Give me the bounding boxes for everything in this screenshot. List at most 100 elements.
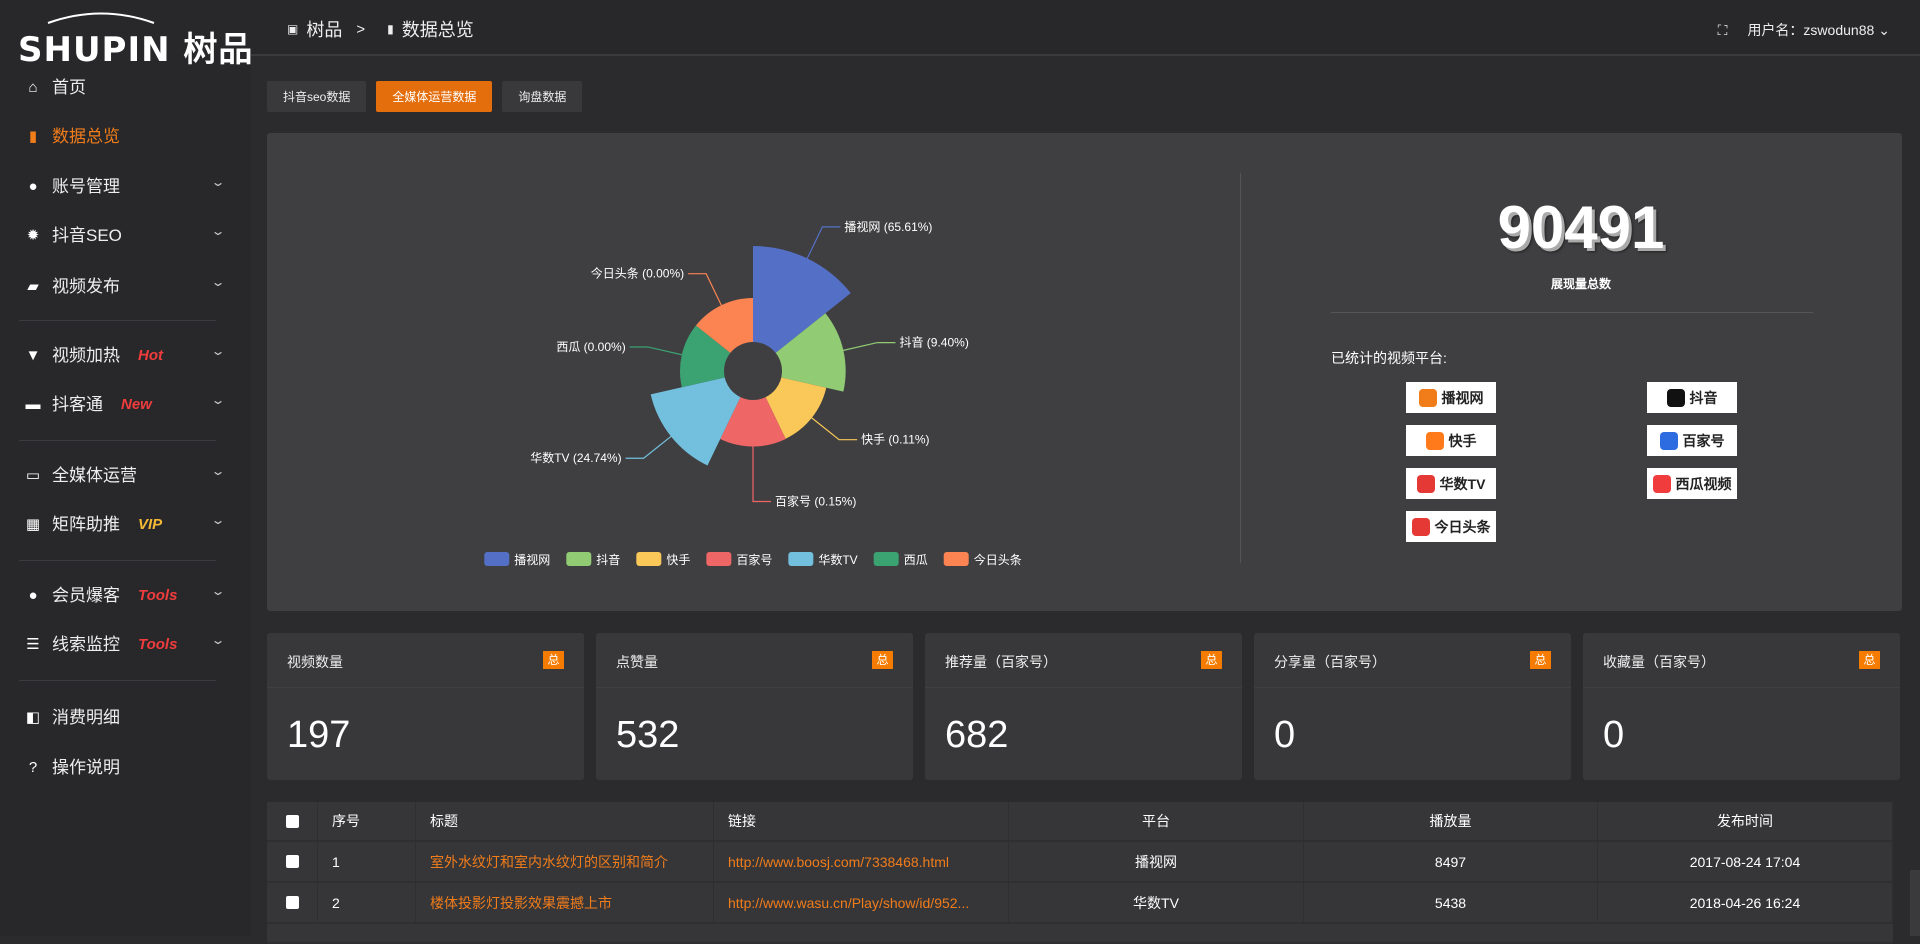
platform-name: 华数TV <box>1439 475 1486 492</box>
stat-title: 收藏量（百家号） <box>1603 654 1715 670</box>
chevron-down-icon: ⌄ <box>210 633 226 647</box>
stat-title: 推荐量（百家号） <box>945 654 1057 670</box>
legend-label[interactable]: 快手 <box>666 553 690 567</box>
legend-swatch[interactable] <box>636 552 662 566</box>
sidebar-item-9[interactable]: ● 会员爆客 Tools ⌄ <box>0 576 251 616</box>
sidebar-item-6[interactable]: ▬ 抖客通 New ⌄ <box>0 385 251 425</box>
sidebar-item-7[interactable]: ▭ 全媒体运营 ⌄ <box>0 456 251 496</box>
legend-swatch[interactable] <box>566 552 592 566</box>
stat-card: 收藏量（百家号） 总 0 <box>1583 633 1900 780</box>
platform-logo: 今日头条 <box>1406 511 1496 542</box>
sidebar-item-4[interactable]: ▰ 视频发布 ⌄ <box>0 267 251 307</box>
legend-swatch[interactable] <box>706 552 732 566</box>
legend-label[interactable]: 华数TV <box>818 552 857 567</box>
grid-icon: ▦ <box>25 516 41 533</box>
pie-slice-6[interactable] <box>695 298 753 353</box>
scrollbar[interactable] <box>1910 870 1920 936</box>
sidebar-item-label: 矩阵助推 <box>52 515 120 534</box>
total-badge: 总 <box>543 651 564 669</box>
fullscreen-icon[interactable]: ⛶ <box>1717 21 1728 38</box>
sidebar-item-5[interactable]: ▼ 视频加热 Hot ⌄ <box>0 336 251 376</box>
total-impressions: 90491 <box>1497 194 1665 261</box>
col-index: 序号 <box>318 802 416 840</box>
pie-slice-3[interactable] <box>720 397 786 447</box>
sidebar-item-2[interactable]: ● 账号管理 ⌄ <box>0 167 251 207</box>
rose-pie-chart: 播视网 (65.61%) 抖音 (9.40%) 快手 (0.11%) 百家号 (0.1… <box>484 219 1022 567</box>
legend-swatch[interactable] <box>943 552 969 566</box>
sidebar-tag: Hot <box>138 347 163 364</box>
sidebar-item-label: 视频发布 <box>52 277 120 296</box>
sidebar-item-label: 线索监控 <box>52 635 120 654</box>
sidebar-item-label: 视频加热 <box>52 346 120 365</box>
monitor-stand-icon: ▼ <box>25 347 41 364</box>
platform-logo: 百家号 <box>1647 425 1737 456</box>
platform-logo-icon <box>1416 474 1435 493</box>
platform-logo-icon <box>1652 474 1671 493</box>
pie-slice-0[interactable] <box>753 246 851 353</box>
legend-label[interactable]: 百家号 <box>736 552 772 567</box>
tab-inquiry[interactable]: 询盘数据 <box>502 81 583 112</box>
legend-label[interactable]: 播视网 <box>514 552 550 567</box>
breadcrumb-separator: > <box>356 20 366 38</box>
desktop-icon: ▭ <box>25 467 41 484</box>
row-checkbox[interactable] <box>285 855 299 868</box>
total-badge: 总 <box>872 651 893 669</box>
logo[interactable]: SHUPIN 树品 <box>18 10 252 70</box>
legend-label[interactable]: 西瓜 <box>904 553 928 567</box>
stat-title: 点赞量 <box>616 654 658 670</box>
chevron-down-icon: ⌄ <box>210 393 226 407</box>
platform-name: 播视网 <box>1441 389 1484 406</box>
sidebar: SHUPIN 树品 ⌂ 首页 ▮ 数据总览 ● 账号管理 ⌄ ✹ 抖音SEO ⌄ ▰ 视频发布 ⌄ ▼ 视频… <box>0 0 252 936</box>
sidebar-item-8[interactable]: ▦ 矩阵助推 VIP ⌄ <box>0 505 251 545</box>
chevron-down-icon: ⌄ <box>210 584 226 598</box>
pie-slice-2[interactable] <box>765 377 827 439</box>
slice-label: 今日头条 (0.00%) <box>591 266 684 281</box>
legend-swatch[interactable] <box>484 552 510 566</box>
sidebar-item-1[interactable]: ▮ 数据总览 <box>0 117 251 157</box>
chevron-down-icon: ⌄ <box>210 464 226 478</box>
user-menu[interactable]: 用户名：zswodun88 ⌄ <box>1747 20 1890 40</box>
platform-name: 今日头条 <box>1434 518 1491 535</box>
sidebar-item-10[interactable]: ☰ 线索监控 Tools ⌄ <box>0 625 251 665</box>
stat-value: 0 <box>1274 714 1296 756</box>
slice-label: 西瓜 (0.00%) <box>556 340 625 354</box>
sidebar-item-3[interactable]: ✹ 抖音SEO ⌄ <box>0 216 251 256</box>
label-line <box>804 226 841 263</box>
stat-card: 分享量（百家号） 总 0 <box>1254 633 1571 780</box>
tab-douyin-seo[interactable]: 抖音seo数据 <box>267 81 367 112</box>
platform-logo-icon <box>1666 388 1685 407</box>
chevron-down-icon: ⌄ <box>210 275 226 289</box>
legend-label[interactable]: 今日头条 <box>974 552 1022 567</box>
legend-swatch[interactable] <box>873 552 899 566</box>
chevron-down-icon: ⌄ <box>1878 21 1890 38</box>
pie-slice-5[interactable] <box>680 325 731 388</box>
sidebar-item-label: 抖音SEO <box>52 226 122 245</box>
overview-panel: 播视网 (65.61%) 抖音 (9.40%) 快手 (0.11%) 百家号 (0.1… <box>267 133 1902 611</box>
total-badge: 总 <box>1530 651 1551 669</box>
row-title[interactable]: 室外水纹灯和室内水纹灯的区别和简介 <box>416 842 714 881</box>
user-area: ⛶ 用户名：zswodun88 ⌄ <box>1718 20 1890 40</box>
user-icon: ● <box>28 587 38 604</box>
table-row: 1 室外水纹灯和室内水纹灯的区别和简介 http://www.boosj.com/7… <box>267 842 1893 883</box>
sidebar-divider <box>19 560 216 561</box>
breadcrumb-home[interactable]: 树品 <box>306 20 343 40</box>
sidebar-item-11[interactable]: ◧ 消费明细 <box>0 698 251 738</box>
sidebar-tag: VIP <box>138 516 163 533</box>
username: 用户名：zswodun88 <box>1747 22 1875 38</box>
row-checkbox[interactable] <box>285 896 299 909</box>
legend-label[interactable]: 抖音 <box>596 552 620 567</box>
row-platform: 播视网 <box>1009 842 1304 881</box>
tab-all-media[interactable]: 全媒体运营数据 <box>376 81 493 112</box>
sidebar-item-12[interactable]: ? 操作说明 <box>0 748 251 788</box>
card-divider <box>925 687 1242 688</box>
select-all-checkbox[interactable] <box>285 814 299 828</box>
row-link[interactable]: http://www.wasu.cn/Play/show/id/952... <box>714 883 1009 922</box>
row-title[interactable]: 楼体投影灯投影效果震撼上市 <box>416 883 714 922</box>
stat-card: 推荐量（百家号） 总 682 <box>925 633 1242 780</box>
card-divider <box>267 687 584 688</box>
pie-slice-4[interactable] <box>650 377 741 466</box>
pie-slice-1[interactable] <box>775 313 846 392</box>
row-link[interactable]: http://www.boosj.com/7338468.html <box>714 842 1009 881</box>
sidebar-item-0[interactable]: ⌂ 首页 <box>0 68 251 108</box>
legend-swatch[interactable] <box>788 552 814 566</box>
